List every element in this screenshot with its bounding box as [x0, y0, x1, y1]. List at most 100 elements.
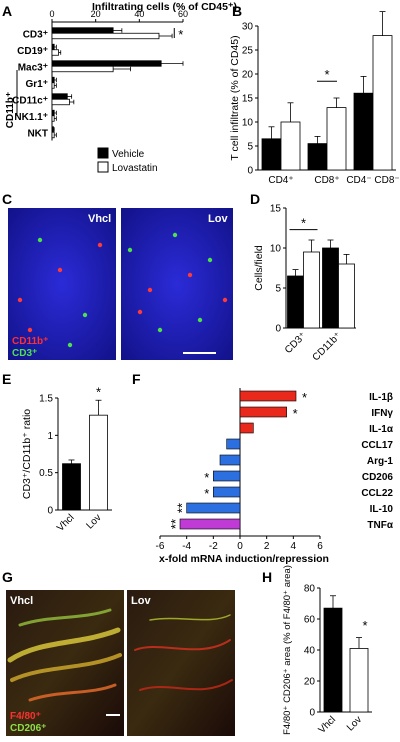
tick-label-y-panelH: 80	[304, 584, 316, 595]
bar-panelD	[338, 263, 355, 329]
category-label-panelE: Vhcl	[55, 512, 77, 534]
bar-f	[219, 454, 241, 466]
panel-h-plot: 0 20 40 60 80 F4/80⁺ CD206⁺ area (% of F4/80⁺…	[282, 565, 372, 736]
category-label-f: TNFα	[367, 520, 393, 531]
panel-c-right-label: Lov	[208, 213, 228, 225]
tissue-streak	[7, 627, 121, 663]
legend-lovastatin-swatch	[97, 161, 109, 173]
cd3-cell	[127, 247, 133, 253]
tissue-streak	[28, 683, 117, 702]
category-label-a: Mac3⁺	[18, 62, 48, 73]
category-label-a: CD11c⁺	[12, 95, 48, 106]
cd3-cell	[37, 237, 43, 243]
tick-label-y-panelH: 20	[304, 677, 316, 688]
panel-letter-d: D	[250, 191, 260, 207]
tick-label-y-panelB: 20	[242, 70, 254, 81]
cd11b-cell	[187, 272, 193, 278]
tissue-streak	[134, 639, 231, 651]
bar-a-vehicle	[51, 126, 54, 133]
significance-star-d: *	[301, 216, 306, 231]
category-label-f: Arg-1	[367, 456, 394, 467]
tick-label-y-panelD: 15	[270, 204, 282, 215]
significance-star-b: *	[324, 67, 329, 82]
significance-star-a: *	[178, 27, 183, 42]
panel-e-plot: 0 0.5 1 1.5 CD3⁺/CD11b⁺ ratio Vhcl Lov *	[21, 385, 112, 534]
category-label-panelB: CD8⁺	[314, 175, 339, 186]
significance-star-h: *	[362, 618, 367, 633]
tick-label-y-panelD: 10	[270, 244, 282, 255]
category-label-a: CD3⁺	[23, 29, 48, 40]
bar-panelB	[280, 121, 301, 171]
tick-label-y-panelB: 10	[242, 118, 254, 129]
cd3-cell	[197, 317, 203, 323]
panel-c-legend-cd3: CD3⁺	[12, 348, 37, 359]
cd11b-cell	[97, 242, 103, 248]
panel-g-image: Vhcl Lov F4/80⁺ CD206⁺	[6, 590, 235, 736]
bar-panelD	[287, 275, 304, 329]
tick-label-y-panelH: 60	[304, 615, 316, 626]
panel-b-plot: 0 5 10 15 20 25 30T cell infiltrate (% of CD45…	[229, 11, 400, 186]
category-label-f: IFNγ	[371, 408, 393, 419]
category-label-panelH: Vhcl	[317, 714, 339, 736]
bar-a-lovastatin	[51, 131, 55, 139]
tick-label-y-panelB: 30	[242, 22, 254, 33]
significance-star-e: *	[96, 385, 101, 400]
category-label-a: NK1.1⁺	[14, 112, 48, 123]
significance-star-f: *	[293, 406, 298, 421]
bar-f	[239, 406, 287, 418]
panel-g-legend-cd206: CD206⁺	[10, 723, 46, 734]
axis-label-y-panelH: F4/80⁺ CD206⁺ area (% of F4/80⁺ area)	[282, 565, 293, 735]
axis-label-x-f: x-fold mRNA induction/repression	[159, 553, 329, 565]
category-label-a: CD19⁺	[17, 46, 48, 57]
bar-a-lovastatin	[51, 98, 70, 106]
category-label-f: IL-1α	[369, 424, 394, 435]
category-label-panelD: CD11b⁺	[311, 330, 344, 363]
bar-f	[179, 518, 241, 530]
panel-c-left-label: Vhcl	[88, 213, 111, 225]
tick-label-y-panelB: 25	[242, 46, 254, 57]
tick-label-y-panelE: 0	[47, 506, 53, 517]
category-label-a: NKT	[27, 128, 48, 139]
bar-f	[213, 486, 241, 498]
panel-g-left-label: Vhcl	[10, 595, 33, 607]
tick-label-x-f: -2	[209, 541, 218, 552]
bar-panelE	[89, 414, 108, 511]
cd3-cell	[157, 327, 163, 333]
tick-label-x-f: 0	[237, 541, 243, 552]
cd11b-cell	[147, 287, 153, 293]
tick-label-a-x: 20	[91, 9, 101, 19]
tissue-streak	[139, 679, 233, 691]
panel-f-plot: -6 -4 -2 0 2 4 6x-fold mRNA induction/repressi…	[156, 388, 394, 565]
tissue-streak	[18, 608, 112, 627]
panel-a-group-label: CD11b⁺	[5, 92, 16, 128]
cd11b-cell	[137, 309, 143, 315]
tick-label-y-panelE: 0.5	[39, 468, 53, 479]
bar-panelB	[261, 138, 282, 171]
panel-d-plot: 0 5 10 15 Cells/field CD3⁺ CD11b⁺ *	[253, 204, 356, 363]
bar-a-vehicle	[51, 93, 68, 100]
bar-panelE	[62, 463, 81, 511]
bar-a-vehicle	[51, 43, 55, 51]
significance-star-f: *	[204, 470, 209, 485]
cd3-cell	[207, 257, 213, 263]
bar-a-lovastatin	[51, 82, 55, 89]
tick-label-y-panelB: 0	[247, 166, 253, 177]
bar-f	[186, 502, 241, 514]
panel-letter-f: F	[132, 371, 141, 387]
bar-a-lovastatin	[51, 65, 114, 73]
panel-g-legend-f480: F4/80⁺	[10, 711, 41, 722]
legend-vehicle-label: Vehicle	[112, 149, 145, 160]
category-label-f: CD206	[362, 472, 394, 483]
tick-label-y-panelE: 1.5	[39, 394, 53, 405]
tick-label-x-f: 4	[291, 541, 297, 552]
tick-label-y-panelH: 40	[304, 646, 316, 657]
bar-f	[226, 438, 241, 450]
bar-panelH	[323, 607, 343, 713]
panel-letter-c: C	[2, 191, 12, 207]
bar-panelB	[326, 107, 347, 171]
category-label-f: CCL17	[361, 440, 393, 451]
panel-letter-e: E	[2, 371, 11, 387]
panel-letter-h: H	[262, 569, 272, 585]
bar-panelD	[322, 247, 339, 329]
